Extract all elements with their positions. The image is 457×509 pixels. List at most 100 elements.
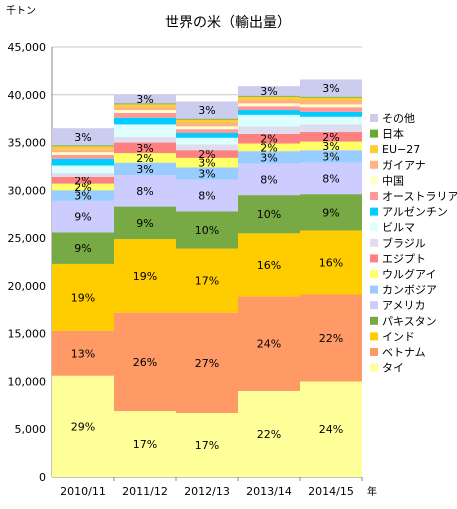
legend-item: ブラジル [370, 236, 426, 250]
bar-segment [176, 312, 238, 413]
bar-segment [176, 137, 238, 145]
bar-segment [300, 97, 362, 101]
bar-segment [300, 132, 362, 142]
data-label: 10% [195, 224, 219, 237]
bar-segment [238, 296, 300, 391]
bar-segment [300, 107, 362, 112]
bar-segment [300, 294, 362, 382]
legend-label: ブラジル [382, 236, 426, 250]
data-label: 24% [257, 338, 281, 351]
data-label: 3% [260, 151, 277, 164]
bar-segment [114, 206, 176, 240]
legend-swatch [370, 363, 378, 372]
bar-segment [238, 103, 300, 107]
y-tick-label: 25,000 [8, 232, 47, 245]
legend-item: ビルマ [370, 221, 415, 234]
legend-swatch [370, 223, 378, 232]
legend-label: ビルマ [382, 221, 415, 234]
data-label: 10% [257, 208, 281, 221]
bar-segment [52, 200, 114, 233]
data-label: 3% [198, 168, 215, 181]
data-label: 3% [136, 142, 153, 155]
bar-segment [300, 230, 362, 295]
bar-segment [176, 248, 238, 313]
legend-label: エジプト [382, 252, 426, 265]
bar-segment [300, 79, 362, 97]
bar-segment [238, 106, 300, 111]
bar-segment [238, 86, 300, 96]
data-label: 3% [322, 150, 339, 163]
bar-segment [114, 142, 176, 154]
bar-segment [114, 117, 176, 125]
bar-segment [176, 157, 238, 168]
bar-segment [300, 100, 362, 105]
bar-segment [176, 412, 238, 477]
legend-item: インド [370, 330, 415, 343]
bar-segment [300, 150, 362, 163]
bar-segment [114, 124, 176, 137]
data-label: 2% [260, 141, 277, 154]
data-label: 3% [198, 104, 215, 117]
bar-segment [176, 118, 238, 120]
bar-segment [52, 330, 114, 376]
legend-item: その他 [370, 112, 415, 125]
legend-label: アメリカ [382, 299, 425, 312]
legend-item: アルゼンチン [370, 206, 448, 219]
bar-segment [52, 152, 114, 155]
y-axis-ticks: 0 5,000 10,000 15,000 20,000 25,000 30,000 35,0… [8, 41, 47, 484]
legend-swatch [370, 145, 378, 154]
legend-item: タイ [370, 362, 404, 375]
bar-stack-2010/11: 29%13%19%9%9%3%2%2%3% [52, 128, 114, 477]
x-axis-ticks: 2010/11 2011/12 2012/13 2013/14 2014/15 [60, 477, 363, 498]
legend-label: アルゼンチン [382, 206, 448, 219]
legend-swatch [370, 301, 378, 310]
data-label: 22% [257, 428, 281, 441]
bar-segment [238, 151, 300, 164]
data-label: 29% [71, 420, 95, 433]
legend-item: 中国 [370, 174, 404, 187]
y-axis-unit-label: 千トン [6, 5, 36, 17]
legend-swatch [370, 270, 378, 278]
y-tick-label: 20,000 [8, 280, 47, 293]
data-label: 16% [257, 259, 281, 272]
bar-segment [238, 195, 300, 234]
bar-segment [238, 233, 300, 297]
legend-swatch [370, 316, 378, 325]
data-label: 8% [136, 185, 153, 198]
x-tick-label: 2012/13 [184, 485, 230, 498]
bar-segment [176, 211, 238, 249]
bar-segment [238, 95, 300, 97]
bar-segment [238, 143, 300, 152]
data-label: 3% [322, 82, 339, 95]
bar-segment [238, 133, 300, 144]
legend-label: 日本 [382, 127, 404, 141]
legend-label: ベトナム [382, 346, 426, 359]
legend-swatch [370, 238, 378, 247]
legend-swatch [370, 285, 378, 294]
chart-title: 世界の米（輸出量） [165, 15, 291, 31]
y-tick-label: 45,000 [8, 41, 47, 54]
data-label: 8% [322, 172, 339, 185]
bar-segment [176, 119, 238, 123]
bar-segment [52, 165, 114, 174]
y-tick-label: 0 [39, 471, 46, 484]
data-label: 8% [260, 173, 277, 186]
bar-stack-2013/14: 22%24%16%10%8%3%2%2%3% [238, 85, 300, 477]
data-label: 2% [74, 174, 91, 187]
data-label: 2% [136, 152, 153, 165]
legend-label: EU−27 [382, 143, 420, 156]
legend-label: オーストラリア [382, 190, 457, 203]
bar-segment [300, 194, 362, 231]
y-tick-label: 15,000 [8, 328, 47, 341]
data-label: 24% [319, 423, 343, 436]
bar-segment [176, 133, 238, 138]
data-label: 9% [74, 242, 91, 255]
legend-label: ガイアナ [382, 159, 426, 172]
legend-label: カンボジア [382, 284, 437, 297]
bar-segment [52, 154, 114, 159]
bar-segment [300, 116, 362, 125]
legend-item: エジプト [370, 252, 426, 265]
legend-swatch [370, 254, 378, 263]
data-label: 2% [260, 133, 277, 146]
